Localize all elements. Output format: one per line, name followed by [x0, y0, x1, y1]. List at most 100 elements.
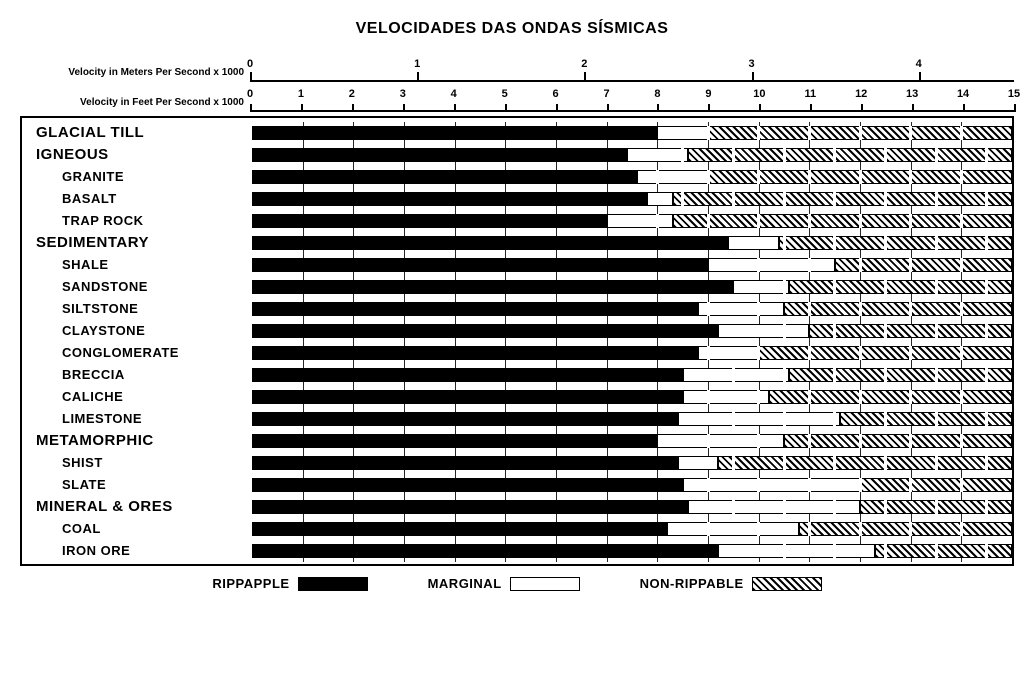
axis-feet-tick — [657, 104, 659, 112]
bar-track — [252, 258, 1012, 272]
legend: RIPPAPPLE MARGINAL NON-RIPPABLE — [20, 576, 1014, 591]
bar-row — [252, 298, 1012, 320]
segment-nonrip — [784, 434, 1012, 448]
bar-track — [252, 500, 1012, 514]
segment-marginal — [698, 302, 784, 316]
legend-marginal-label: MARGINAL — [428, 576, 502, 591]
bar-track — [252, 236, 1012, 250]
segment-marginal — [667, 522, 799, 536]
swatch-rippable — [298, 577, 368, 591]
segment-marginal — [657, 434, 784, 448]
axis-feet-tick-label: 12 — [855, 88, 867, 100]
row-label: CLAYSTONE — [22, 320, 252, 342]
axis-feet-tick-label: 0 — [247, 88, 253, 100]
segment-nonrip — [860, 478, 1012, 492]
segment-nonrip — [875, 544, 1012, 558]
segment-rippable — [252, 258, 708, 272]
segment-rippable — [252, 214, 607, 228]
axis-feet-tick-label: 5 — [502, 88, 508, 100]
bar-track — [252, 478, 1012, 492]
row-label: CONGLOMERATE — [22, 342, 252, 364]
bar-track — [252, 368, 1012, 382]
row-label: SHALE — [22, 254, 252, 276]
segment-nonrip — [673, 214, 1012, 228]
segment-rippable — [252, 478, 683, 492]
bar-row — [252, 276, 1012, 298]
axis-meters-tick-label: 4 — [916, 58, 922, 70]
segment-marginal — [627, 148, 688, 162]
bar-track — [252, 192, 1012, 206]
chart-container: Velocity in Meters Per Second x 1000 012… — [20, 56, 1014, 591]
segment-marginal — [688, 500, 860, 514]
row-label: GRANITE — [22, 166, 252, 188]
segment-nonrip — [718, 456, 1012, 470]
bar-row — [252, 408, 1012, 430]
bar-track — [252, 346, 1012, 360]
axis-feet-tick-label: 13 — [906, 88, 918, 100]
row-label: SANDSTONE — [22, 276, 252, 298]
segment-nonrip — [860, 500, 1012, 514]
bar-row — [252, 364, 1012, 386]
axis-meters-tick-label: 1 — [414, 58, 420, 70]
row-label: MINERAL & ORES — [22, 496, 252, 518]
bar-track — [252, 280, 1012, 294]
axis-feet: Velocity in Feet Per Second x 1000 01234… — [20, 86, 1014, 112]
bar-row — [252, 452, 1012, 474]
bar-row — [252, 540, 1012, 562]
axis-meters-scale: 01234 — [250, 56, 1014, 82]
segment-rippable — [252, 280, 733, 294]
bar-track — [252, 170, 1012, 184]
segment-nonrip — [784, 302, 1012, 316]
segment-rippable — [252, 368, 683, 382]
axis-feet-tick-label: 11 — [804, 88, 816, 100]
gridline — [1012, 122, 1013, 562]
axis-feet-tick-label: 2 — [349, 88, 355, 100]
axis-meters-label: Velocity in Meters Per Second x 1000 — [20, 67, 250, 82]
bar-row — [252, 144, 1012, 166]
axis-meters-tick — [584, 72, 586, 82]
segment-rippable — [252, 126, 657, 140]
axis-feet-tick — [963, 104, 965, 112]
legend-nonrippable: NON-RIPPABLE — [640, 576, 822, 591]
segment-marginal — [718, 544, 875, 558]
axis-feet-tick-label: 10 — [753, 88, 765, 100]
axis-feet-tick — [759, 104, 761, 112]
segment-nonrip — [759, 346, 1012, 360]
axis-meters: Velocity in Meters Per Second x 1000 012… — [20, 56, 1014, 82]
segment-marginal — [733, 280, 789, 294]
axis-feet-tick-label: 3 — [400, 88, 406, 100]
axis-meters-tick — [417, 72, 419, 82]
legend-nonrippable-label: NON-RIPPABLE — [640, 576, 744, 591]
bar-row — [252, 342, 1012, 364]
axis-feet-tick-label: 6 — [553, 88, 559, 100]
segment-nonrip — [708, 126, 1012, 140]
axis-feet-tick — [505, 104, 507, 112]
bar-track — [252, 434, 1012, 448]
bar-row — [252, 430, 1012, 452]
bar-row — [252, 188, 1012, 210]
row-label: SEDIMENTARY — [22, 232, 252, 254]
axis-feet-tick-label: 15 — [1008, 88, 1020, 100]
segment-nonrip — [673, 192, 1012, 206]
row-label: IGNEOUS — [22, 144, 252, 166]
segment-rippable — [252, 544, 718, 558]
segment-rippable — [252, 192, 647, 206]
row-label: SLATE — [22, 474, 252, 496]
segment-marginal — [647, 192, 672, 206]
segment-rippable — [252, 500, 688, 514]
row-label: TRAP ROCK — [22, 210, 252, 232]
bar-row — [252, 232, 1012, 254]
axis-feet-tick — [352, 104, 354, 112]
segment-marginal — [728, 236, 779, 250]
axis-feet-tick-label: 4 — [451, 88, 457, 100]
swatch-nonrippable — [752, 577, 822, 591]
axis-feet-tick — [250, 104, 252, 112]
bar-track — [252, 324, 1012, 338]
bar-row — [252, 474, 1012, 496]
segment-rippable — [252, 434, 657, 448]
segment-rippable — [252, 390, 683, 404]
bar-track — [252, 544, 1012, 558]
segment-marginal — [637, 170, 708, 184]
legend-marginal: MARGINAL — [428, 576, 580, 591]
row-label: COAL — [22, 518, 252, 540]
